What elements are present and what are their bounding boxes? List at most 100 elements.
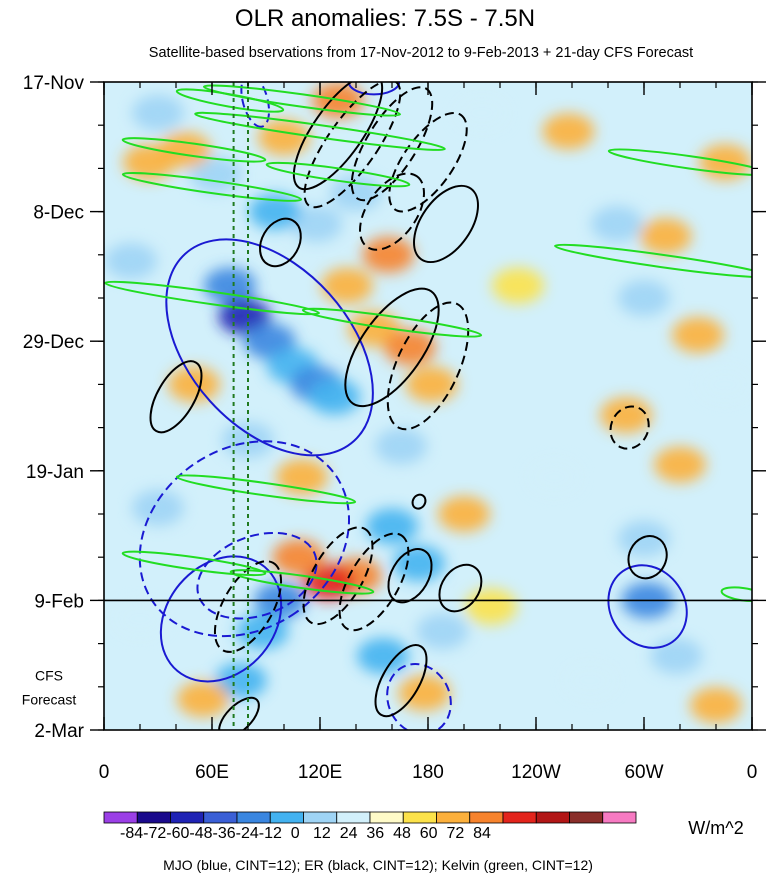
mjo-contours xyxy=(138,82,688,730)
kelvin-contour xyxy=(121,137,267,163)
anomaly-blob xyxy=(168,366,220,403)
colorbar-swatch xyxy=(402,811,437,824)
x-tick-label: 0 xyxy=(99,762,110,783)
plot-area xyxy=(104,82,752,730)
anomaly-field xyxy=(105,82,751,724)
anomaly-blob xyxy=(123,144,175,181)
anomaly-blob xyxy=(639,218,692,255)
colorbar-tick-labels: -84-72-60-48-36-24-12 0 12 24 36 48 60 7… xyxy=(120,825,491,842)
colorbar-swatch xyxy=(236,811,271,824)
y-tick-label: 9-Feb xyxy=(34,591,84,612)
x-tick-label: 60W xyxy=(624,762,663,783)
anomaly-blob xyxy=(249,193,301,230)
colorbar-swatch xyxy=(103,811,138,824)
er-contour xyxy=(374,644,428,718)
colorbar-swatch xyxy=(602,811,637,824)
anomaly-blob xyxy=(105,242,157,279)
kelvin-contour xyxy=(607,148,752,177)
y-tick-label: 19-Jan xyxy=(26,462,84,483)
mjo-contour xyxy=(196,531,318,620)
anomaly-blob xyxy=(362,236,415,273)
colorbar-swatch xyxy=(502,811,537,824)
er-contour xyxy=(149,360,203,434)
anomaly-blob xyxy=(132,94,184,131)
mjo-contour xyxy=(607,564,688,649)
kelvin-contour xyxy=(175,474,357,505)
anomaly-blob xyxy=(564,662,616,699)
anomaly-blob xyxy=(258,119,310,156)
er-contour xyxy=(259,217,302,268)
er-contour xyxy=(359,172,425,251)
reference-longitudes xyxy=(232,82,249,730)
anomaly-blob xyxy=(456,94,508,131)
er-contour xyxy=(338,532,410,632)
anomaly-blob xyxy=(204,267,256,304)
er-contour xyxy=(292,82,384,191)
anomaly-blob xyxy=(236,613,289,650)
y-tick-label: 8-Dec xyxy=(33,203,84,224)
anomaly-blob xyxy=(618,520,670,557)
kelvin-contour xyxy=(554,243,752,279)
anomaly-blob xyxy=(528,458,580,495)
anomaly-blob xyxy=(132,489,184,526)
colorbar xyxy=(103,811,637,824)
anomaly-blob xyxy=(600,397,652,434)
anomaly-blob xyxy=(492,267,544,304)
y-tick-label: 17-Nov xyxy=(23,73,85,94)
anomaly-blob xyxy=(650,637,703,674)
y-tick-label: 29-Dec xyxy=(23,332,84,353)
anomaly-blob xyxy=(465,588,517,625)
kelvin-contour xyxy=(121,171,303,202)
kelvin-contour xyxy=(121,550,267,577)
anomaly-blob xyxy=(542,113,595,150)
anomaly-blob xyxy=(114,600,166,637)
colorbar-swatch xyxy=(170,811,205,824)
colorbar-swatch xyxy=(469,811,504,824)
x-tick-label: 180 xyxy=(412,762,444,783)
colorbar-swatch xyxy=(436,811,471,824)
anomaly-blob xyxy=(690,687,742,724)
er-contour xyxy=(627,535,668,580)
kelvin-contours xyxy=(104,84,752,603)
anomaly-blob xyxy=(393,545,445,582)
colorbar-swatch xyxy=(203,811,238,824)
anomaly-blob xyxy=(654,446,706,483)
kelvin-contour xyxy=(301,307,483,338)
mjo-contour xyxy=(240,82,271,128)
colorbar-swatch xyxy=(369,811,404,824)
colorbar-unit: W/m^2 xyxy=(688,818,743,838)
kelvin-contour xyxy=(194,111,446,151)
contour-legend: MJO (blue, CINT=12); ER (black, CINT=12)… xyxy=(163,857,593,873)
kelvin-contour xyxy=(229,569,375,595)
x-tick-label: 0 xyxy=(747,762,758,783)
anomaly-blob xyxy=(321,267,373,304)
anomaly-blob xyxy=(438,496,490,532)
y-axis: 17-Nov 8-Dec 29-Dec 19-Jan 9-Feb 2-Mar xyxy=(23,73,766,742)
forecast-label-line2: Forecast xyxy=(22,691,77,707)
kelvin-contour xyxy=(202,84,402,117)
mjo-contour xyxy=(347,82,401,96)
anomaly-blob xyxy=(366,508,418,545)
x-tick-label: 120W xyxy=(511,762,561,783)
er-contour xyxy=(411,493,427,510)
anomaly-blob xyxy=(416,613,469,650)
colorbar-swatch xyxy=(303,811,338,824)
anomaly-blob xyxy=(699,366,751,403)
colorbar-swatch xyxy=(269,811,304,824)
anomaly-blob xyxy=(222,421,274,458)
x-tick-label: 60E xyxy=(195,762,229,783)
mjo-contour xyxy=(138,440,351,638)
er-contour xyxy=(413,184,479,264)
anomaly-blob xyxy=(290,205,343,242)
y-tick-label: 2-Mar xyxy=(34,721,84,742)
colorbar-swatch xyxy=(535,811,570,824)
mjo-contour xyxy=(386,663,452,730)
er-contour xyxy=(350,86,434,202)
colorbar-swatch xyxy=(136,811,171,824)
er-contour xyxy=(344,287,440,408)
anomaly-blob xyxy=(272,539,325,576)
anomaly-blob xyxy=(672,317,724,354)
colorbar-swatch xyxy=(569,811,604,824)
anomaly-blob xyxy=(357,637,409,674)
